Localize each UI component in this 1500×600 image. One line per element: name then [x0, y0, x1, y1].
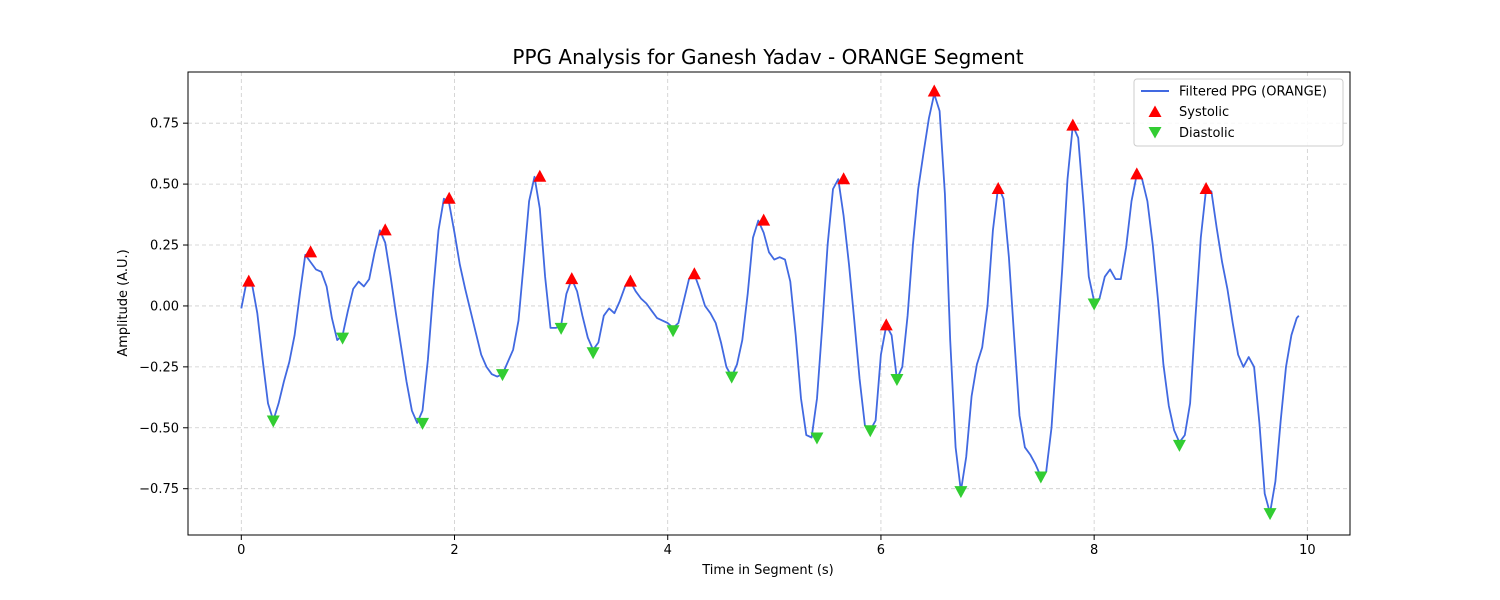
systolic-marker	[687, 267, 701, 280]
legend-box	[1133, 78, 1344, 147]
plot-layer	[240, 84, 1300, 521]
x-axis: 0 2 4 6 8 10	[237, 535, 1316, 558]
diastolic-marker	[1172, 439, 1186, 452]
diastolic-marker	[725, 371, 739, 384]
plot-frame	[187, 71, 1351, 536]
systolic-marker	[623, 274, 637, 287]
legend: Filtered PPG (ORANGE) Systolic Diastolic	[1133, 78, 1344, 147]
legend-label-diastolic: Diastolic	[1179, 126, 1235, 141]
y-tick-label: −0.25	[139, 360, 179, 375]
y-tick-label: 0.75	[150, 117, 179, 132]
systolic-marker	[378, 223, 392, 236]
diastolic-marker	[810, 432, 824, 445]
legend-diastolic-marker	[1148, 127, 1162, 139]
systolic-marker	[927, 84, 941, 97]
y-axis-label: Amplitude (A.U.)	[116, 249, 131, 356]
systolic-marker	[1066, 118, 1080, 131]
systolic-marker	[991, 181, 1005, 194]
systolic-marker	[533, 169, 547, 182]
systolic-marker	[757, 213, 771, 226]
diastolic-marker	[1087, 298, 1101, 311]
systolic-marker	[837, 172, 851, 185]
diastolic-marker	[954, 486, 968, 499]
systolic-marker	[565, 272, 579, 285]
x-tick-label: 6	[877, 543, 885, 558]
y-tick-label: −0.75	[139, 482, 179, 497]
x-tick-label: 0	[237, 543, 245, 558]
systolic-marker	[242, 274, 256, 287]
diastolic-marker	[1034, 471, 1048, 484]
y-tick-label: 0.25	[150, 239, 179, 254]
systolic-marker	[879, 318, 893, 331]
y-tick-label: −0.50	[139, 421, 179, 436]
y-tick-label: 0.50	[150, 178, 179, 193]
x-tick-label: 2	[450, 543, 458, 558]
diastolic-marker	[495, 369, 509, 382]
systolic-marker	[304, 245, 318, 258]
y-tick-label: 0.00	[150, 299, 179, 314]
legend-systolic-marker	[1148, 105, 1162, 117]
diastolic-marker	[586, 347, 600, 360]
diastolic-marker	[890, 374, 904, 387]
chart-title: PPG Analysis for Ganesh Yadav - ORANGE S…	[512, 45, 1023, 69]
x-tick-label: 4	[664, 543, 672, 558]
systolic-marker	[1199, 181, 1213, 194]
diastolic-marker	[416, 417, 430, 430]
diastolic-marker	[1263, 508, 1277, 521]
legend-label-systolic: Systolic	[1179, 105, 1229, 120]
legend-label-filtered: Filtered PPG (ORANGE)	[1179, 85, 1327, 100]
systolic-marker	[442, 191, 456, 204]
x-tick-label: 8	[1090, 543, 1098, 558]
diastolic-marker	[863, 425, 877, 438]
diastolic-marker	[666, 325, 680, 338]
systolic-marker	[1130, 167, 1144, 180]
y-axis: −0.75 −0.50 −0.25 0.00 0.25 0.50 0.75	[139, 117, 188, 497]
x-axis-label: Time in Segment (s)	[701, 563, 833, 578]
diastolic-marker	[554, 322, 568, 335]
diastolic-marker	[266, 415, 280, 428]
diastolic-marker	[336, 332, 350, 345]
x-tick-label: 10	[1299, 543, 1316, 558]
